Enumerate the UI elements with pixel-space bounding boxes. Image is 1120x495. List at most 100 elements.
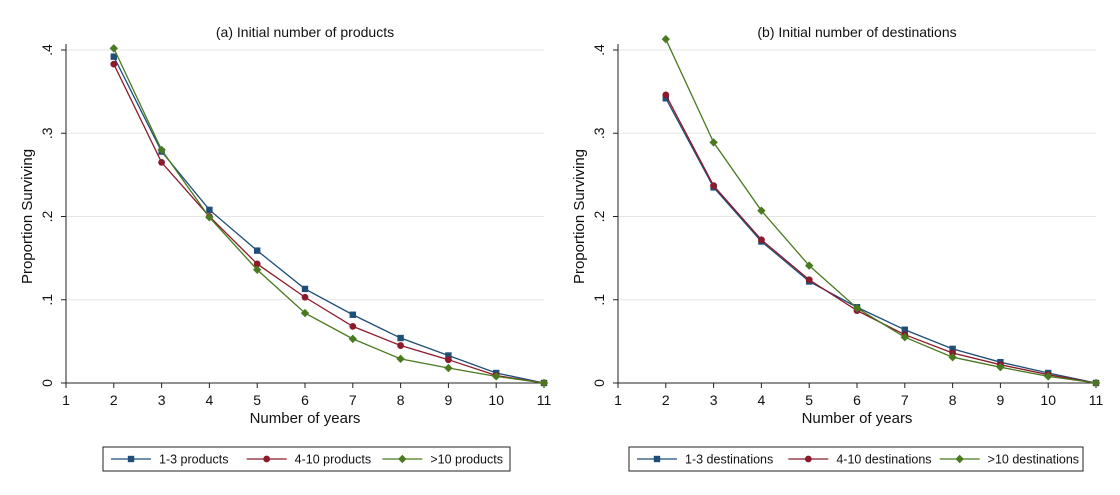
x-tick-label: 1 (614, 392, 622, 408)
chart-title: (a) Initial number of products (216, 24, 394, 40)
x-tick-label: 7 (901, 392, 909, 408)
data-point-products-1-5 (254, 247, 261, 254)
x-tick-label: 1 (62, 392, 70, 408)
y-tick-label: 0 (591, 379, 607, 387)
x-tick-label: 11 (537, 392, 552, 408)
data-point-destinations-1-8 (949, 345, 956, 353)
legend-label-products-3: >10 products (430, 453, 503, 467)
x-tick-label: 10 (488, 392, 504, 408)
y-tick-label: .4 (39, 44, 55, 56)
data-point-destinations-1-7 (901, 326, 908, 333)
y-tick-label: 0 (39, 379, 55, 387)
y-tick-label: .4 (591, 44, 607, 56)
data-point-products-2-7 (349, 322, 357, 330)
series-line-products-3 (113, 48, 545, 384)
y-tick-label: .2 (591, 210, 607, 222)
chart-panel-destinations: (b) Initial number of destinations 0 .1 .2.… (571, 24, 1104, 472)
x-tick-label: 2 (110, 392, 118, 408)
x-tick-label: 4 (758, 392, 766, 408)
x-tick-label: 9 (445, 392, 453, 408)
series-line-products-1 (113, 56, 545, 384)
legend-marker-destinations-2 (804, 455, 812, 463)
data-point-products-3-6 (300, 308, 310, 318)
legend-label-destinations-3: >10 destinations (988, 453, 1079, 467)
x-tick-label: 8 (949, 392, 957, 408)
legend-marker-products-2 (263, 455, 271, 463)
data-point-products-1-4 (206, 206, 213, 214)
data-point-products-1-6 (301, 285, 309, 293)
chart-title: (b) Initial number of destinations (757, 24, 956, 40)
legend-label-products-1: 1-3 products (159, 453, 228, 467)
legend-marker-destinations-1 (653, 455, 661, 463)
x-tick-label: 7 (349, 392, 357, 408)
legend-marker-products-1 (127, 455, 135, 463)
series-line-products-2 (113, 63, 545, 384)
x-tick-label: 5 (253, 392, 261, 408)
data-point-products-3-4 (205, 213, 214, 222)
data-point-destinations-2-4 (758, 236, 765, 244)
data-point-products-2-5 (253, 260, 261, 268)
y-tick-label: .3 (39, 127, 55, 139)
data-point-destinations-3-4 (757, 206, 766, 215)
data-point-products-2-3 (158, 158, 166, 166)
x-tick-label: 3 (158, 392, 166, 408)
data-point-products-2-9 (445, 356, 452, 364)
x-tick-label: 9 (997, 392, 1005, 408)
data-point-destinations-3-11 (1091, 378, 1101, 388)
legend-label-products-2: 4-10 products (295, 453, 371, 467)
y-tick-label: .1 (39, 294, 55, 306)
series-line-destinations-1 (665, 97, 1097, 384)
y-axis-title: Proportion Surviving (19, 149, 36, 284)
x-tick-label: 5 (805, 392, 813, 408)
data-point-products-1-8 (397, 334, 404, 342)
data-point-destinations-2-5 (805, 276, 813, 284)
data-point-products-2-8 (397, 342, 404, 349)
data-point-destinations-3-9 (996, 362, 1005, 372)
data-point-destinations-2-2 (662, 91, 670, 99)
data-point-products-1-2 (110, 53, 117, 60)
legend-label-destinations-1: 1-3 destinations (685, 453, 773, 467)
x-tick-label: 2 (662, 392, 670, 408)
x-tick-label: 3 (710, 392, 718, 408)
x-tick-label: 10 (1040, 392, 1056, 408)
x-axis-title: Number of years (250, 410, 361, 427)
series-line-destinations-3 (665, 38, 1097, 384)
y-tick-label: .2 (39, 210, 55, 222)
data-point-products-3-11 (539, 378, 549, 388)
data-point-products-3-5 (253, 265, 262, 274)
y-tick-label: .1 (591, 294, 607, 306)
data-point-products-3-3 (157, 145, 166, 155)
data-point-products-1-7 (349, 311, 356, 318)
legend-box (628, 446, 1084, 472)
data-point-products-1-9 (445, 352, 452, 359)
y-tick-label: .3 (591, 127, 607, 139)
chart-panel-products: (a) Initial number of products 0 .1 .2 .3 .4 1… (19, 24, 552, 472)
data-point-products-3-9 (444, 363, 453, 373)
legend-marker-destinations-3 (955, 454, 964, 464)
x-tick-label: 6 (301, 392, 309, 408)
data-point-products-3-8 (396, 354, 405, 364)
x-axis-title: Number of years (802, 410, 913, 427)
data-point-products-2-2 (110, 60, 118, 68)
legend-label-destinations-2: 4-10 destinations (836, 453, 931, 467)
data-point-destinations-3-2 (661, 34, 670, 44)
data-point-products-3-2 (109, 44, 118, 53)
x-tick-label: 11 (1089, 392, 1104, 408)
legend-marker-products-3 (398, 454, 407, 464)
data-point-products-3-7 (348, 334, 357, 344)
legend-box (102, 446, 511, 472)
data-point-destinations-3-8 (948, 352, 957, 362)
data-point-products-3-10 (492, 372, 501, 381)
data-point-destinations-3-7 (900, 333, 909, 342)
x-tick-label: 6 (853, 392, 861, 408)
x-tick-label: 8 (397, 392, 405, 408)
data-point-products-2-6 (301, 293, 309, 301)
x-tick-label: 4 (206, 392, 214, 408)
data-point-destinations-3-5 (805, 261, 814, 270)
data-point-destinations-3-6 (852, 303, 862, 313)
data-point-destinations-3-10 (1044, 372, 1053, 381)
y-axis-title: Proportion Surviving (571, 149, 588, 284)
data-point-destinations-2-3 (710, 182, 717, 190)
data-point-destinations-3-3 (709, 138, 718, 147)
